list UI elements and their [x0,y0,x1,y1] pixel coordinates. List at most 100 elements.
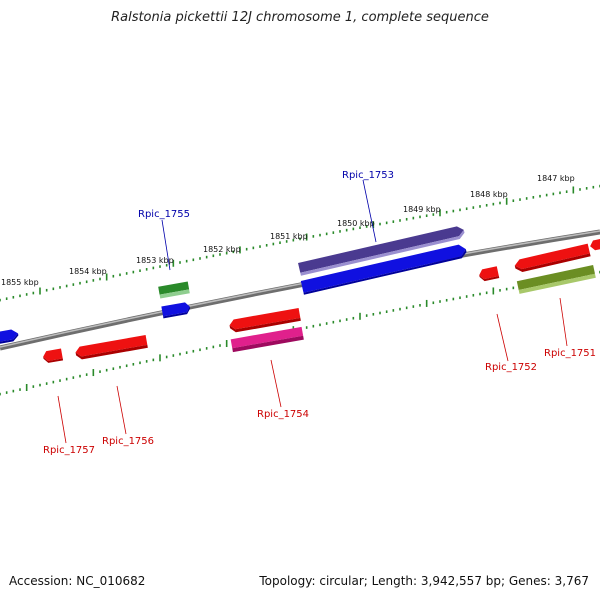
scale-tick [185,259,188,263]
scale-label: 1849 kbp [403,205,441,214]
gene-feature-rpic-1753[interactable] [298,225,466,276]
scale-tick [239,246,241,254]
scale-tick [372,312,375,316]
scale-tick [12,295,15,299]
scale-tick [305,233,308,241]
scale-tick [179,261,181,264]
gene-feature-rpic-1752[interactable] [478,266,500,282]
scale-tick [405,306,408,310]
gene-labels: Rpic_1753 Rpic_1755 Rpic_1754 Rpic_1752 … [43,170,596,456]
scale-tick [199,348,201,352]
scale-tick [145,360,148,363]
gene-label-rpic-1756[interactable]: Rpic_1756 [102,436,154,447]
scale-tick [579,188,581,191]
scale-tick [272,242,275,246]
scale-tick [79,374,81,378]
scale-tick [345,228,348,232]
scale-tick [339,319,341,323]
chromosome-backbone-highlight [0,230,600,348]
connector-rpic-1752 [496,313,509,362]
scale-tick [565,190,568,194]
scale-tick [52,287,55,291]
scale-tick [312,324,315,328]
gene-feature-rpic-1756[interactable] [75,334,148,360]
scale-tick [465,295,468,298]
scale-tick [485,291,488,295]
scale-tick [39,287,41,295]
scale-tick [379,311,381,315]
scale-tick [132,362,135,366]
scale-tick [425,214,428,218]
scale-tick [152,266,155,270]
scale-tick [285,240,288,243]
scale-label: 1847 kbp [537,174,575,183]
gene-label-rpic-1757[interactable]: Rpic_1757 [43,445,95,456]
scale-tick [432,301,435,305]
scale-tick [225,251,228,255]
gene-feature[interactable] [158,281,190,299]
scale-tick [305,326,308,329]
gene-feature[interactable] [300,243,468,295]
scale-tick [205,255,208,259]
scale-tick [0,392,1,396]
scale-tick [479,292,481,296]
gene-feature-rpic-1757[interactable] [42,348,64,364]
scale-tick [92,279,95,282]
scale-tick [519,198,521,201]
gene-feature-rpic-1754[interactable] [230,326,304,353]
chromosome-backbone [0,229,600,351]
scale-tick [72,376,75,379]
scale-tick [312,235,315,238]
scale-tick [459,208,461,212]
gene-label-rpic-1755[interactable]: Rpic_1755 [138,209,190,220]
scale-tick [212,345,215,349]
scale-tick [59,286,61,289]
gene-feature-rpic-1751[interactable] [516,265,596,294]
gene-feature[interactable] [0,328,19,346]
connector-rpic-1755 [161,219,171,271]
scale-tick [72,283,75,286]
scale-tick [459,296,461,300]
gene-feature[interactable] [514,243,591,274]
scale-tick [145,268,148,271]
scale-tick [25,383,28,391]
scale-tick [505,287,508,291]
gene-label-rpic-1753[interactable]: Rpic_1753 [342,170,394,181]
scale-tick [65,377,68,381]
scale-tick [445,210,448,214]
scale-tick [452,297,455,301]
scale-tick [319,233,321,237]
scale-tick [412,305,415,308]
scale-tick [419,304,421,307]
scale-tick [232,250,235,254]
gene-feature[interactable] [589,238,600,251]
gene-label-rpic-1751[interactable]: Rpic_1751 [544,348,596,359]
scale-tick [585,187,588,190]
scale-tick [359,226,361,230]
scale-tick [139,361,141,365]
scale-tick [465,207,468,211]
scale-tick [292,238,295,242]
scale-tick [399,219,401,222]
scale-label: 1855 kbp [1,278,39,287]
scale-tick [192,258,195,262]
scale-tick [365,314,368,317]
scale-tick [332,320,335,324]
gene-label-rpic-1754[interactable]: Rpic_1754 [257,409,309,420]
topology-summary: Topology: circular; Length: 3,942,557 bp… [259,574,589,588]
scale-tick [385,221,388,225]
scale-tick [472,206,475,209]
scale-tick [139,269,141,272]
scale-tick [219,344,221,347]
scale-tick [52,380,55,384]
scale-tick [19,388,21,391]
gene-feature-rpic-1755[interactable] [161,302,191,319]
scale-label: 1851 kbp [270,232,308,241]
scale-tick [479,205,481,208]
gene-label-rpic-1752[interactable]: Rpic_1752 [485,362,537,373]
scale-label: 1850 kbp [337,219,375,228]
scale-tick [12,389,15,393]
gene-feature[interactable] [229,307,301,333]
label-connectors [57,179,568,444]
scale-tick [359,312,361,320]
